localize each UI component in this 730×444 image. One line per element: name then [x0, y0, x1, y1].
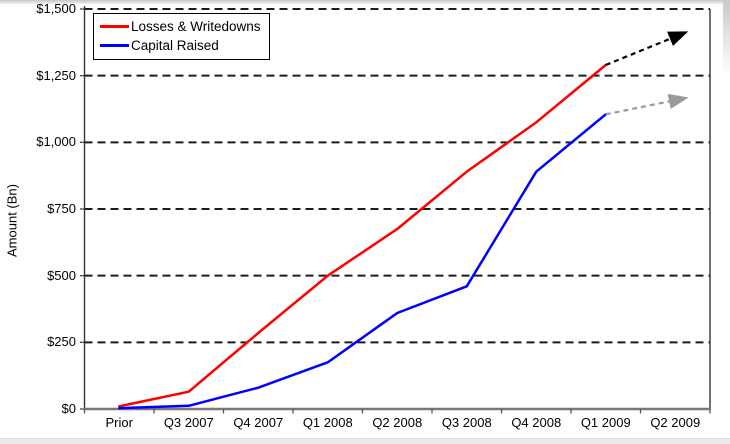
x-axis-label: Q2 2008 [372, 415, 423, 430]
x-axis-label: Q4 2008 [511, 415, 562, 430]
legend: Losses & Writedowns Capital Raised [93, 13, 270, 60]
y-axis-label: $0 [61, 401, 76, 416]
y-axis-label: $750 [47, 201, 76, 216]
capital-line-sample-icon [100, 44, 129, 47]
y-axis-label: $250 [47, 334, 76, 350]
y-axis-label: $1,000 [36, 134, 76, 150]
projection-arrow-0 [605, 31, 689, 67]
x-axis-label: Q1 2009 [580, 415, 631, 430]
legend-item-capital: Capital Raised [100, 36, 261, 55]
legend-label-losses: Losses & Writedowns [131, 19, 261, 34]
y-axis-label: $1,500 [36, 1, 76, 16]
legend-item-losses: Losses & Writedowns [100, 17, 261, 36]
x-axis-label: Prior [105, 415, 133, 430]
projection-arrow-1 [605, 93, 689, 116]
x-axis-label: Q2 2009 [650, 415, 701, 430]
y-axis-label: $1,250 [36, 67, 76, 83]
window-bottom-edge [0, 438, 730, 444]
window-right-edge [723, 0, 730, 75]
x-axis-label: Q3 2007 [163, 415, 214, 430]
y-axis-label: $500 [47, 267, 76, 283]
series-line-0 [118, 63, 607, 408]
series-line-1 [118, 113, 607, 410]
x-axis-label: Q1 2008 [302, 415, 353, 430]
x-axis-label: Q4 2007 [233, 415, 284, 430]
x-axis-label: Q3 2008 [441, 415, 492, 430]
window-top-edge [0, 0, 730, 4]
losses-line-sample-icon [100, 25, 129, 28]
y-axis-title: Amount (Bn) [4, 184, 20, 257]
legend-label-capital: Capital Raised [131, 38, 219, 53]
